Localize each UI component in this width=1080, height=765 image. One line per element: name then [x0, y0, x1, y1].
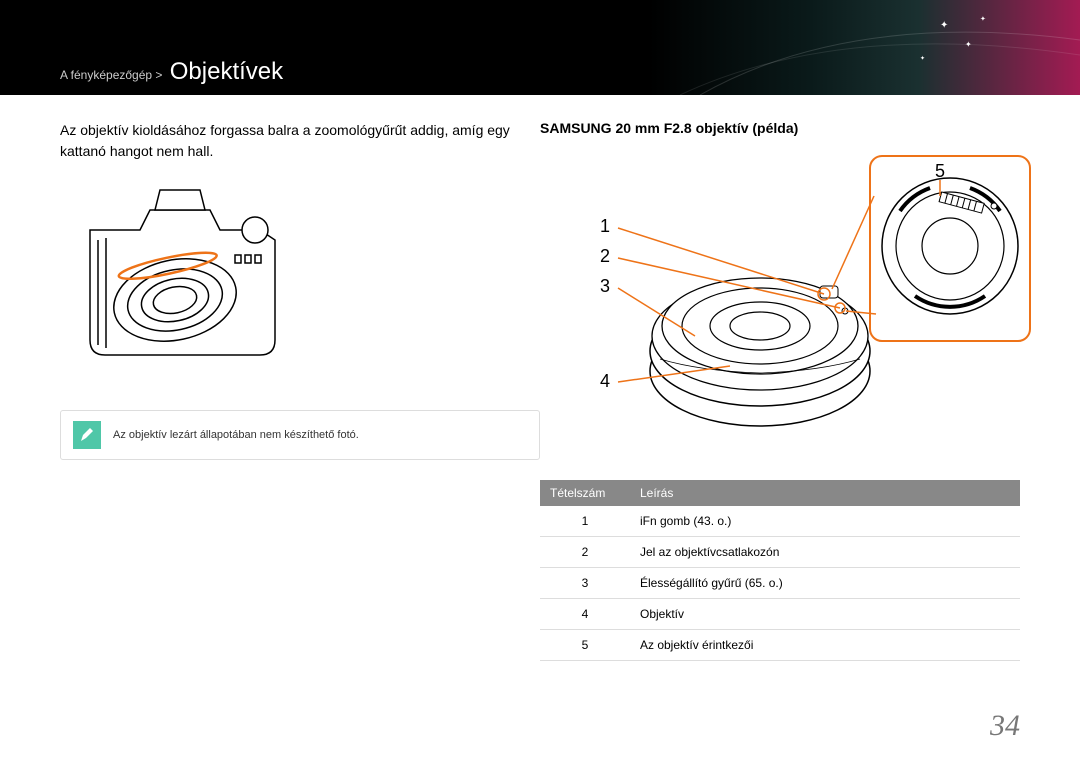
camera-illustration	[60, 170, 320, 390]
pen-icon	[73, 421, 101, 449]
lens-diagram: 1 2 3 4 5	[540, 136, 1050, 456]
intro-text: Az objektív kioldásához forgassa balra a…	[60, 120, 530, 162]
table-row: 5Az objektív érintkezői	[540, 630, 1020, 661]
note-box: Az objektív lezárt állapotában nem készí…	[60, 410, 540, 460]
note-text: Az objektív lezárt állapotában nem készí…	[113, 429, 359, 441]
th-num: Tételszám	[540, 480, 630, 506]
breadcrumb-prefix: A fényképezőgép >	[60, 68, 162, 82]
callout-5: 5	[935, 161, 945, 182]
callout-1: 1	[600, 216, 610, 237]
callout-3: 3	[600, 276, 610, 297]
header-banner: ✦ ✦ ✦ ✦ A fényképezőgép > Objektívek	[0, 0, 1080, 95]
callout-2: 2	[600, 246, 610, 267]
breadcrumb: A fényképezőgép > Objektívek	[60, 58, 283, 86]
parts-table: Tételszám Leírás 1iFn gomb (43. o.) 2Jel…	[540, 480, 1020, 661]
page-number: 34	[990, 709, 1020, 743]
th-desc: Leírás	[630, 480, 1020, 506]
table-row: 2Jel az objektívcsatlakozón	[540, 537, 1020, 568]
table-row: 3Élességállító gyűrű (65. o.)	[540, 568, 1020, 599]
table-row: 1iFn gomb (43. o.)	[540, 506, 1020, 537]
page-title: Objektívek	[170, 58, 283, 85]
callout-4: 4	[600, 371, 610, 392]
table-row: 4Objektív	[540, 599, 1020, 630]
example-title: SAMSUNG 20 mm F2.8 objektív (példa)	[540, 120, 1050, 136]
